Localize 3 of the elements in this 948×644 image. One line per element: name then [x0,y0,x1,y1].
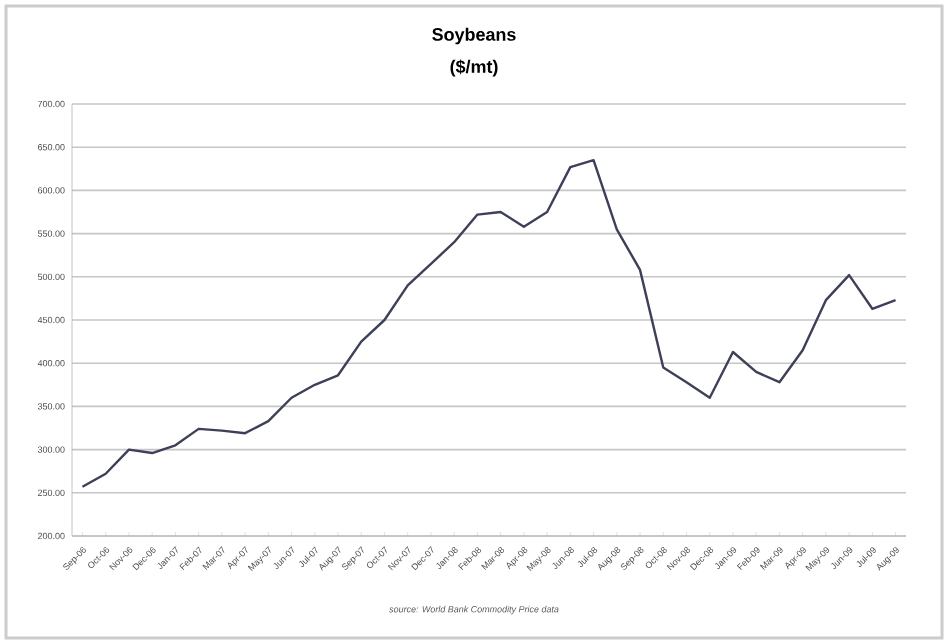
line-series [81,158,897,488]
chart-subtitle: ($/mt) [450,59,498,77]
chart-title: Soybeans [432,27,516,45]
